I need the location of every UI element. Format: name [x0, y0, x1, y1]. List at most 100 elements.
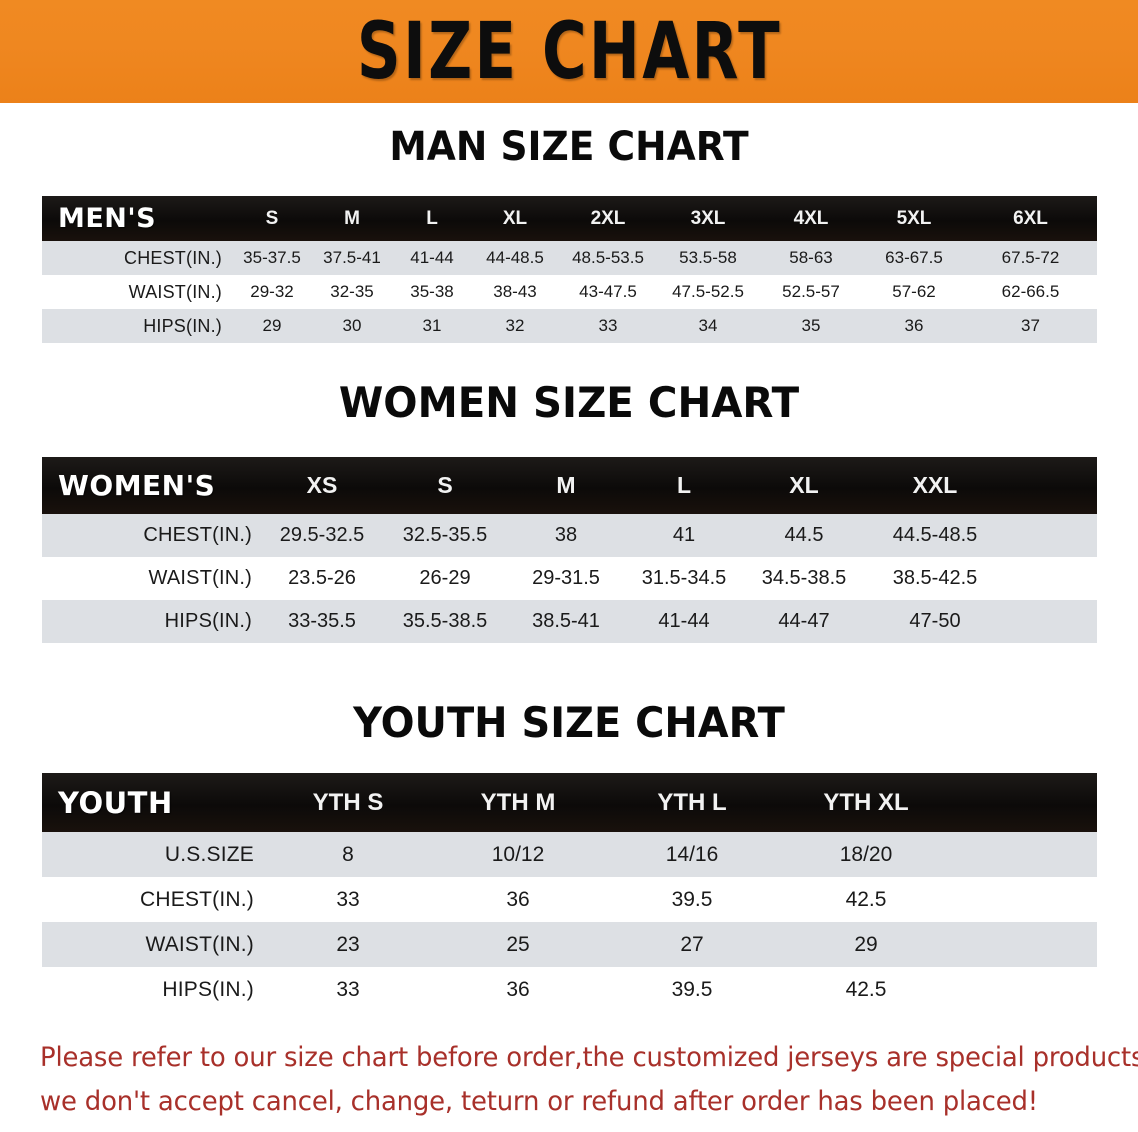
men-cell-0-6: 58-63	[789, 248, 833, 267]
men-row-label-2: HIPS(IN.)	[143, 315, 222, 336]
youth-cell-0-2: 14/16	[665, 842, 719, 866]
men-cell-1-6: 52.5-57	[782, 282, 840, 301]
women-cell-0-4: 44.5	[784, 524, 824, 546]
women-column-header-5: XXL	[912, 472, 958, 498]
women-column-header-2: M	[556, 472, 576, 498]
men-column-header-4: 2XL	[590, 207, 626, 229]
table-row: HIPS(IN.) 33-35.5 35.5-38.5 38.5-41 41-44 44-…	[42, 600, 1097, 643]
youth-section-title: YOUTH SIZE CHART	[353, 698, 785, 747]
youth-cell-3-3: 42.5	[845, 977, 887, 1001]
women-table-header-row: WOMEN'S XS S M L XL XXL	[42, 457, 1097, 514]
youth-cell-2-2: 27	[680, 932, 704, 956]
youth-cell-1-2: 39.5	[671, 887, 713, 911]
men-cell-0-1: 37.5-41	[323, 248, 381, 267]
table-row: CHEST(IN.) 29.5-32.5 32.5-35.5 38 41 44.5 44.5…	[42, 514, 1097, 557]
youth-table-corner-label: YOUTH	[58, 785, 173, 820]
youth-cell-filler	[952, 922, 1097, 967]
men-cell-2-8: 37	[1021, 316, 1040, 335]
women-cell-0-1: 32.5-35.5	[402, 524, 488, 546]
youth-cell-1-0: 33	[336, 887, 360, 911]
table-row: WAIST(IN.) 29-32 32-35 35-38 38-43 43-47.5 47.…	[42, 275, 1097, 309]
women-cell-1-1: 26-29	[419, 567, 471, 589]
women-table-corner-label: WOMEN'S	[58, 469, 216, 502]
women-cell-1-3: 31.5-34.5	[641, 567, 727, 589]
disclaimer-line-2: we don't accept cancel, change, teturn o…	[40, 1086, 1038, 1117]
men-cell-0-3: 44-48.5	[486, 248, 544, 267]
men-cell-0-0: 35-37.5	[243, 248, 301, 267]
women-cell-0-5: 44.5-48.5	[892, 524, 978, 546]
women-cell-filler	[1006, 600, 1097, 643]
men-table-header-row: MEN'S S M L XL 2XL 3XL 4XL 5XL 6XL	[42, 196, 1097, 241]
women-section-title: WOMEN SIZE CHART	[338, 378, 800, 427]
youth-cell-filler	[952, 832, 1097, 877]
men-cell-0-7: 63-67.5	[885, 248, 943, 267]
men-cell-2-5: 34	[698, 316, 718, 335]
men-column-header-6: 4XL	[793, 207, 829, 229]
table-row: CHEST(IN.) 33 36 39.5 42.5	[42, 877, 1097, 922]
youth-cell-3-2: 39.5	[671, 977, 713, 1001]
youth-cell-2-3: 29	[854, 932, 878, 956]
women-cell-2-0: 33-35.5	[288, 610, 356, 632]
women-cell-2-2: 38.5-41	[532, 610, 600, 632]
youth-cell-filler	[952, 967, 1097, 1012]
youth-size-table: YOUTH YTH S YTH M YTH L YTH XL U.S.SIZE 8 10/12…	[42, 773, 1097, 1012]
youth-cell-filler	[952, 877, 1097, 922]
men-cell-2-0: 29	[262, 316, 282, 335]
women-cell-2-5: 47-50	[909, 610, 961, 632]
men-row-label-0: CHEST(IN.)	[124, 247, 222, 268]
youth-cell-1-3: 42.5	[845, 887, 887, 911]
youth-row-label-3: HIPS(IN.)	[162, 977, 254, 1001]
youth-row-label-0: U.S.SIZE	[164, 842, 254, 866]
youth-column-header-2: YTH L	[657, 788, 727, 816]
youth-cell-3-0: 33	[336, 977, 360, 1001]
disclaimer-line-1: Please refer to our size chart before or…	[40, 1042, 1138, 1073]
women-cell-2-4: 44-47	[778, 610, 830, 632]
youth-table-body: YOUTH YTH S YTH M YTH L YTH XL U.S.SIZE 8 10/12…	[42, 773, 1097, 1012]
women-cell-0-2: 38	[554, 524, 578, 546]
men-size-table: MEN'S S M L XL 2XL 3XL 4XL 5XL 6XL CHEST(IN.) 35-37…	[42, 196, 1097, 343]
men-cell-1-4: 43-47.5	[579, 282, 637, 301]
banner-title: SIZE CHART	[356, 6, 782, 97]
women-size-table: WOMEN'S XS S M L XL XXL CHEST(IN.) 29.5-32.5 32.5…	[42, 457, 1097, 643]
women-column-header-0: XS	[306, 472, 338, 498]
women-cell-0-3: 41	[672, 524, 696, 546]
women-column-header-3: L	[676, 472, 692, 498]
men-cell-1-0: 29-32	[250, 282, 294, 301]
women-cell-1-0: 23.5-26	[288, 567, 356, 589]
table-row: HIPS(IN.) 29 30 31 32 33 34 35 36 37	[42, 309, 1097, 343]
men-cell-1-5: 47.5-52.5	[672, 282, 744, 301]
youth-column-header-1: YTH M	[480, 788, 556, 816]
youth-row-label-2: WAIST(IN.)	[145, 932, 254, 956]
men-cell-0-2: 41-44	[410, 248, 454, 267]
women-cell-1-4: 34.5-38.5	[761, 567, 847, 589]
women-cell-filler	[1006, 557, 1097, 600]
youth-cell-0-3: 18/20	[839, 842, 893, 866]
men-cell-2-7: 36	[904, 316, 924, 335]
table-row: HIPS(IN.) 33 36 39.5 42.5	[42, 967, 1097, 1012]
men-cell-0-5: 53.5-58	[679, 248, 737, 267]
women-column-header-1: S	[437, 472, 453, 498]
men-cell-1-2: 35-38	[410, 282, 454, 301]
women-cell-1-5: 38.5-42.5	[892, 567, 978, 589]
men-cell-2-4: 33	[598, 316, 618, 335]
table-row: CHEST(IN.) 35-37.5 37.5-41 41-44 44-48.5 48.5…	[42, 241, 1097, 275]
man-section-title: MAN SIZE CHART	[389, 124, 749, 170]
women-cell-2-1: 35.5-38.5	[402, 610, 488, 632]
men-cell-2-1: 30	[342, 316, 362, 335]
men-cell-1-7: 57-62	[892, 282, 936, 301]
youth-cell-2-0: 23	[336, 932, 360, 956]
table-row: WAIST(IN.) 23.5-26 26-29 29-31.5 31.5-34.5 34…	[42, 557, 1097, 600]
women-table-body: WOMEN'S XS S M L XL XXL CHEST(IN.) 29.5-32.5 32.5…	[42, 457, 1097, 643]
disclaimer-text: Please refer to our size chart before or…	[40, 1036, 1138, 1124]
youth-cell-2-1: 25	[506, 932, 530, 956]
men-cell-0-4: 48.5-53.5	[572, 248, 644, 267]
women-cell-filler	[1006, 514, 1097, 557]
men-cell-0-8: 67.5-72	[1001, 248, 1060, 267]
women-header-filler	[1006, 457, 1097, 514]
youth-cell-0-1: 10/12	[491, 842, 545, 866]
women-row-label-1: WAIST(IN.)	[148, 567, 252, 589]
men-table-body: MEN'S S M L XL 2XL 3XL 4XL 5XL 6XL CHEST(IN.) 35-37…	[42, 196, 1097, 343]
men-cell-2-3: 32	[505, 316, 525, 335]
page-banner: SIZE CHART	[0, 0, 1138, 103]
